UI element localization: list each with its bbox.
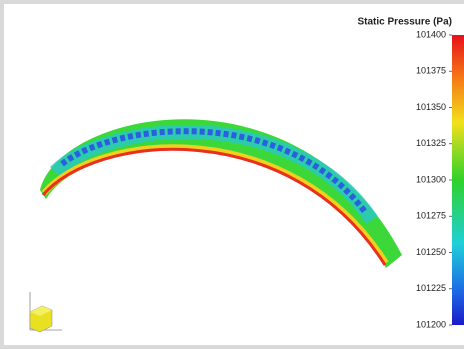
tick-label: 101375	[416, 66, 446, 76]
tick-label: 101200	[416, 319, 446, 329]
viewer: Static Pressure (Pa) 101400 101375 101350 1…	[0, 0, 464, 349]
tick-label: 101300	[416, 174, 446, 184]
viewport	[4, 4, 464, 345]
tick-label: 101325	[416, 138, 446, 148]
tick-label: 101225	[416, 283, 446, 293]
tick-label: 101275	[416, 211, 446, 221]
tick-label: 101400	[416, 29, 446, 39]
colorbar-title: Static Pressure (Pa)	[358, 17, 453, 28]
tick-label: 101350	[416, 102, 446, 112]
tick-label: 101250	[416, 247, 446, 257]
colorbar	[452, 35, 464, 325]
